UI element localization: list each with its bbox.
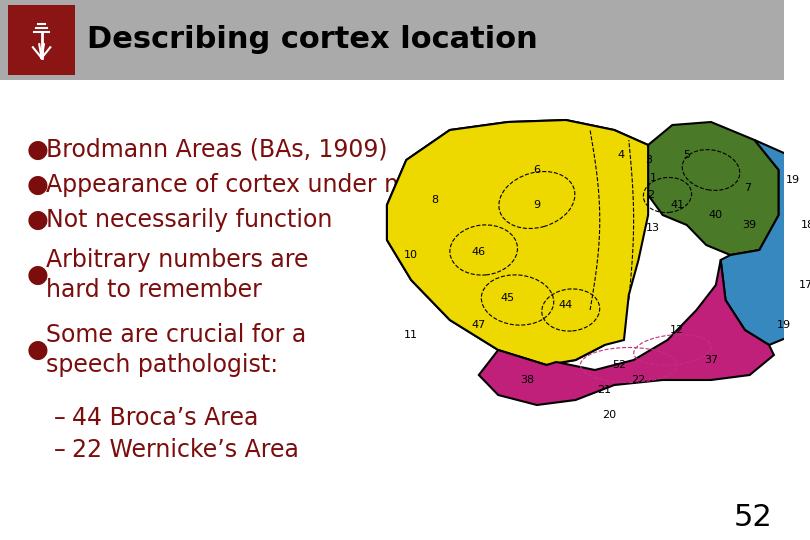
Text: 22: 22 — [631, 375, 646, 385]
Text: ●: ● — [27, 263, 49, 287]
Polygon shape — [387, 120, 658, 365]
Text: 46: 46 — [471, 247, 486, 257]
Text: –: – — [54, 406, 66, 430]
FancyBboxPatch shape — [0, 0, 783, 80]
Text: 8: 8 — [432, 195, 439, 205]
Text: 38: 38 — [520, 375, 535, 385]
Text: 19: 19 — [777, 320, 791, 330]
Text: 4: 4 — [617, 150, 625, 160]
Text: 2: 2 — [647, 190, 654, 200]
Text: 37: 37 — [704, 355, 718, 365]
Text: 44: 44 — [559, 300, 573, 310]
Text: 9: 9 — [533, 200, 540, 210]
Text: 20: 20 — [603, 410, 616, 420]
Text: Arbitrary numbers are
hard to remember: Arbitrary numbers are hard to remember — [46, 248, 309, 302]
Text: 3: 3 — [646, 155, 653, 165]
Text: ●: ● — [27, 208, 49, 232]
Text: Appearance of cortex under microscope: Appearance of cortex under microscope — [46, 173, 520, 197]
Text: Brodmann Areas (BAs, 1909): Brodmann Areas (BAs, 1909) — [46, 138, 388, 162]
Text: 19: 19 — [787, 175, 800, 185]
Text: Not necessarily function: Not necessarily function — [46, 208, 333, 232]
Text: 10: 10 — [404, 250, 418, 260]
Text: ●: ● — [27, 138, 49, 162]
Text: 5: 5 — [684, 150, 690, 160]
Text: ●: ● — [27, 338, 49, 362]
Text: 7: 7 — [744, 183, 752, 193]
Text: Some are crucial for a
speech pathologist:: Some are crucial for a speech pathologis… — [46, 323, 307, 377]
Polygon shape — [479, 260, 774, 405]
Text: 21: 21 — [598, 385, 612, 395]
FancyBboxPatch shape — [8, 5, 75, 75]
Polygon shape — [387, 120, 658, 365]
Text: 52: 52 — [612, 360, 626, 370]
Text: 11: 11 — [404, 330, 418, 340]
Text: 39: 39 — [743, 220, 757, 230]
Text: 6: 6 — [534, 165, 540, 175]
Text: 47: 47 — [471, 320, 486, 330]
Polygon shape — [648, 122, 778, 255]
Text: 18: 18 — [800, 220, 810, 230]
Text: ●: ● — [27, 173, 49, 197]
Text: 40: 40 — [709, 210, 723, 220]
Text: 1: 1 — [650, 173, 656, 183]
Text: 12: 12 — [670, 325, 684, 335]
Text: Describing cortex location: Describing cortex location — [87, 25, 538, 55]
Text: 45: 45 — [501, 293, 515, 303]
Text: –: – — [54, 438, 66, 462]
Text: 44 Broca’s Area: 44 Broca’s Area — [71, 406, 258, 430]
Text: 52: 52 — [733, 503, 772, 532]
Text: 22 Wernicke’s Area: 22 Wernicke’s Area — [71, 438, 298, 462]
Text: 41: 41 — [670, 200, 684, 210]
Text: 13: 13 — [646, 223, 660, 233]
FancyBboxPatch shape — [0, 80, 783, 540]
Polygon shape — [721, 140, 810, 345]
Text: 17: 17 — [799, 280, 810, 290]
